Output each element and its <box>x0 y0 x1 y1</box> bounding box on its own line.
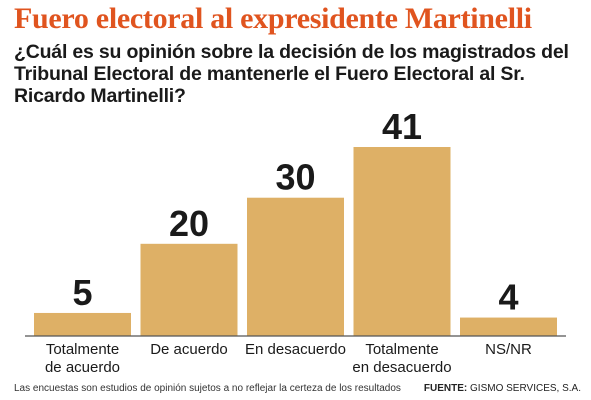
category-label-1: De acuerdo <box>150 341 228 358</box>
bar-1 <box>140 243 238 336</box>
value-label-2: 30 <box>275 157 315 198</box>
bar-2 <box>247 197 344 336</box>
bar-0 <box>34 312 131 336</box>
bars-group: 5 20 30 41 4 <box>34 106 557 336</box>
bar-4 <box>460 317 557 336</box>
category-label-0: Totalmente de acuerdo <box>45 341 120 376</box>
category-label-2: En desacuerdo <box>245 341 346 358</box>
category-label-4: NS/NR <box>485 341 532 358</box>
category-labels-group: Totalmente de acuerdo De acuerdo En desacue… <box>45 341 532 376</box>
value-label-4: 4 <box>498 277 518 318</box>
bar-3 <box>353 147 451 336</box>
footer-disclaimer: Las encuestas son estudios de opinión su… <box>14 383 401 394</box>
survey-question: ¿Cuál es su opinión sobre la decisión de… <box>14 41 569 107</box>
source-label: FUENTE: <box>423 383 468 394</box>
value-label-3: 41 <box>382 106 422 147</box>
category-label-3: Totalmente en desacuerdo <box>352 341 451 376</box>
bar-chart: 5 20 30 41 4 Totalmente de acuerdo De acuerdo E… <box>25 106 566 376</box>
footer-source: FUENTE: GISMO SERVICES, S.A. <box>424 383 581 394</box>
source-value: GISMO SERVICES, S.A. <box>467 383 581 394</box>
value-label-1: 20 <box>169 203 209 244</box>
chart-title: Fuero electoral al expresidente Martinel… <box>14 2 532 35</box>
value-label-0: 5 <box>72 272 92 313</box>
